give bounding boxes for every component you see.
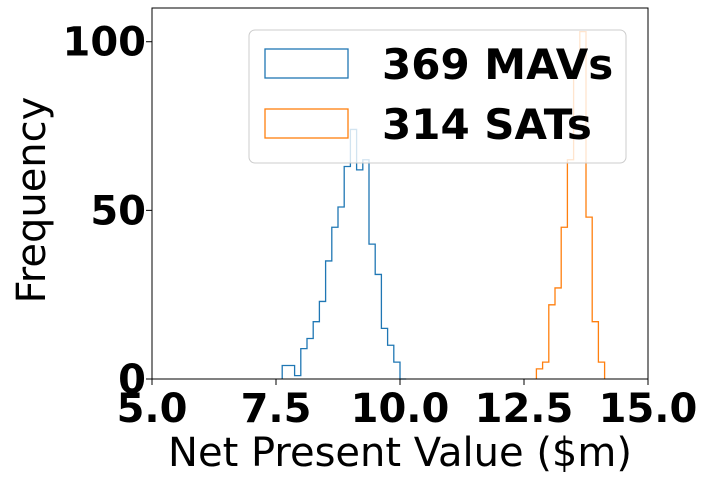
legend-swatch	[264, 48, 349, 79]
y-tick-label: 100	[63, 20, 147, 66]
y-tick-label: 0	[118, 357, 146, 403]
histogram-series-1	[281, 128, 407, 380]
x-tick-label: 5.0	[117, 386, 188, 432]
legend: 369 MAVs 314 SATs	[248, 29, 627, 164]
x-tick-label: 12.5	[475, 386, 574, 432]
x-tick-label: 10.0	[351, 386, 450, 432]
legend-label: 314 SATs	[382, 100, 592, 149]
x-axis-ticks: 5.0 7.5 10.0 12.5 15.0	[117, 379, 698, 432]
x-tick-label: 15.0	[599, 386, 698, 432]
y-tick-label: 50	[90, 188, 146, 234]
x-axis-label: Net Present Value ($m)	[168, 430, 632, 476]
y-axis-ticks: 0 50 100	[63, 20, 152, 403]
legend-swatch	[264, 108, 349, 139]
legend-label: 369 MAVs	[382, 40, 613, 89]
x-tick-label: 7.5	[241, 386, 312, 432]
legend-box	[248, 29, 627, 164]
y-axis-label: Frequency	[9, 97, 55, 304]
